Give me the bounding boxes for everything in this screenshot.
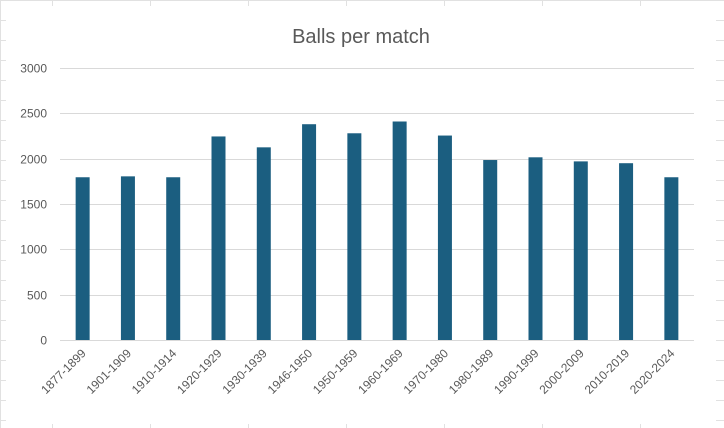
y-tick-label: 0 <box>40 334 47 348</box>
bar[interactable] <box>347 133 362 340</box>
x-tick-label: 1877-1899 <box>38 346 89 397</box>
x-tick-label: 2000-2009 <box>536 346 587 397</box>
y-tick-label: 500 <box>27 289 47 303</box>
x-tick-label: 2020-2024 <box>627 346 678 397</box>
bar[interactable] <box>392 121 407 340</box>
y-tick-label: 2500 <box>20 107 47 121</box>
bar[interactable] <box>437 135 452 340</box>
bar[interactable] <box>619 163 634 340</box>
chart-area[interactable]: Balls per match 0 500 1000 1500 2000 2500 3000… <box>6 6 716 424</box>
x-tick-label: 1970-1980 <box>401 346 452 397</box>
x-tick-label: 1946-1950 <box>265 346 316 397</box>
bar[interactable] <box>75 177 90 340</box>
bar[interactable] <box>120 176 135 340</box>
x-tick-label: 1950-1959 <box>310 346 361 397</box>
x-tick-label: 1930-1939 <box>219 346 270 397</box>
plot-area: 0 500 1000 1500 2000 2500 3000 1877-18991901-19… <box>20 62 694 397</box>
chart-title: Balls per match <box>292 26 430 48</box>
bar[interactable] <box>302 124 317 340</box>
y-tick-label: 1500 <box>20 198 47 212</box>
bar[interactable] <box>256 147 271 340</box>
y-tick-label: 1000 <box>20 243 47 257</box>
bar[interactable] <box>211 136 226 340</box>
bar[interactable] <box>166 177 181 340</box>
bar[interactable] <box>528 157 543 340</box>
y-tick-label: 2000 <box>20 153 47 167</box>
x-tick-label: 1920-1929 <box>174 346 225 397</box>
x-tick-label: 1960-1969 <box>355 346 406 397</box>
bar[interactable] <box>573 161 588 340</box>
bar[interactable] <box>483 160 498 340</box>
x-tick-label: 1910-1914 <box>129 346 180 397</box>
y-tick-label: 3000 <box>20 62 47 76</box>
x-tick-label: 1990-1999 <box>491 346 542 397</box>
bar[interactable] <box>664 177 679 340</box>
x-tick-label: 2010-2019 <box>582 346 633 397</box>
x-tick-label: 1901-1909 <box>84 346 135 397</box>
x-tick-label: 1980-1989 <box>446 346 497 397</box>
